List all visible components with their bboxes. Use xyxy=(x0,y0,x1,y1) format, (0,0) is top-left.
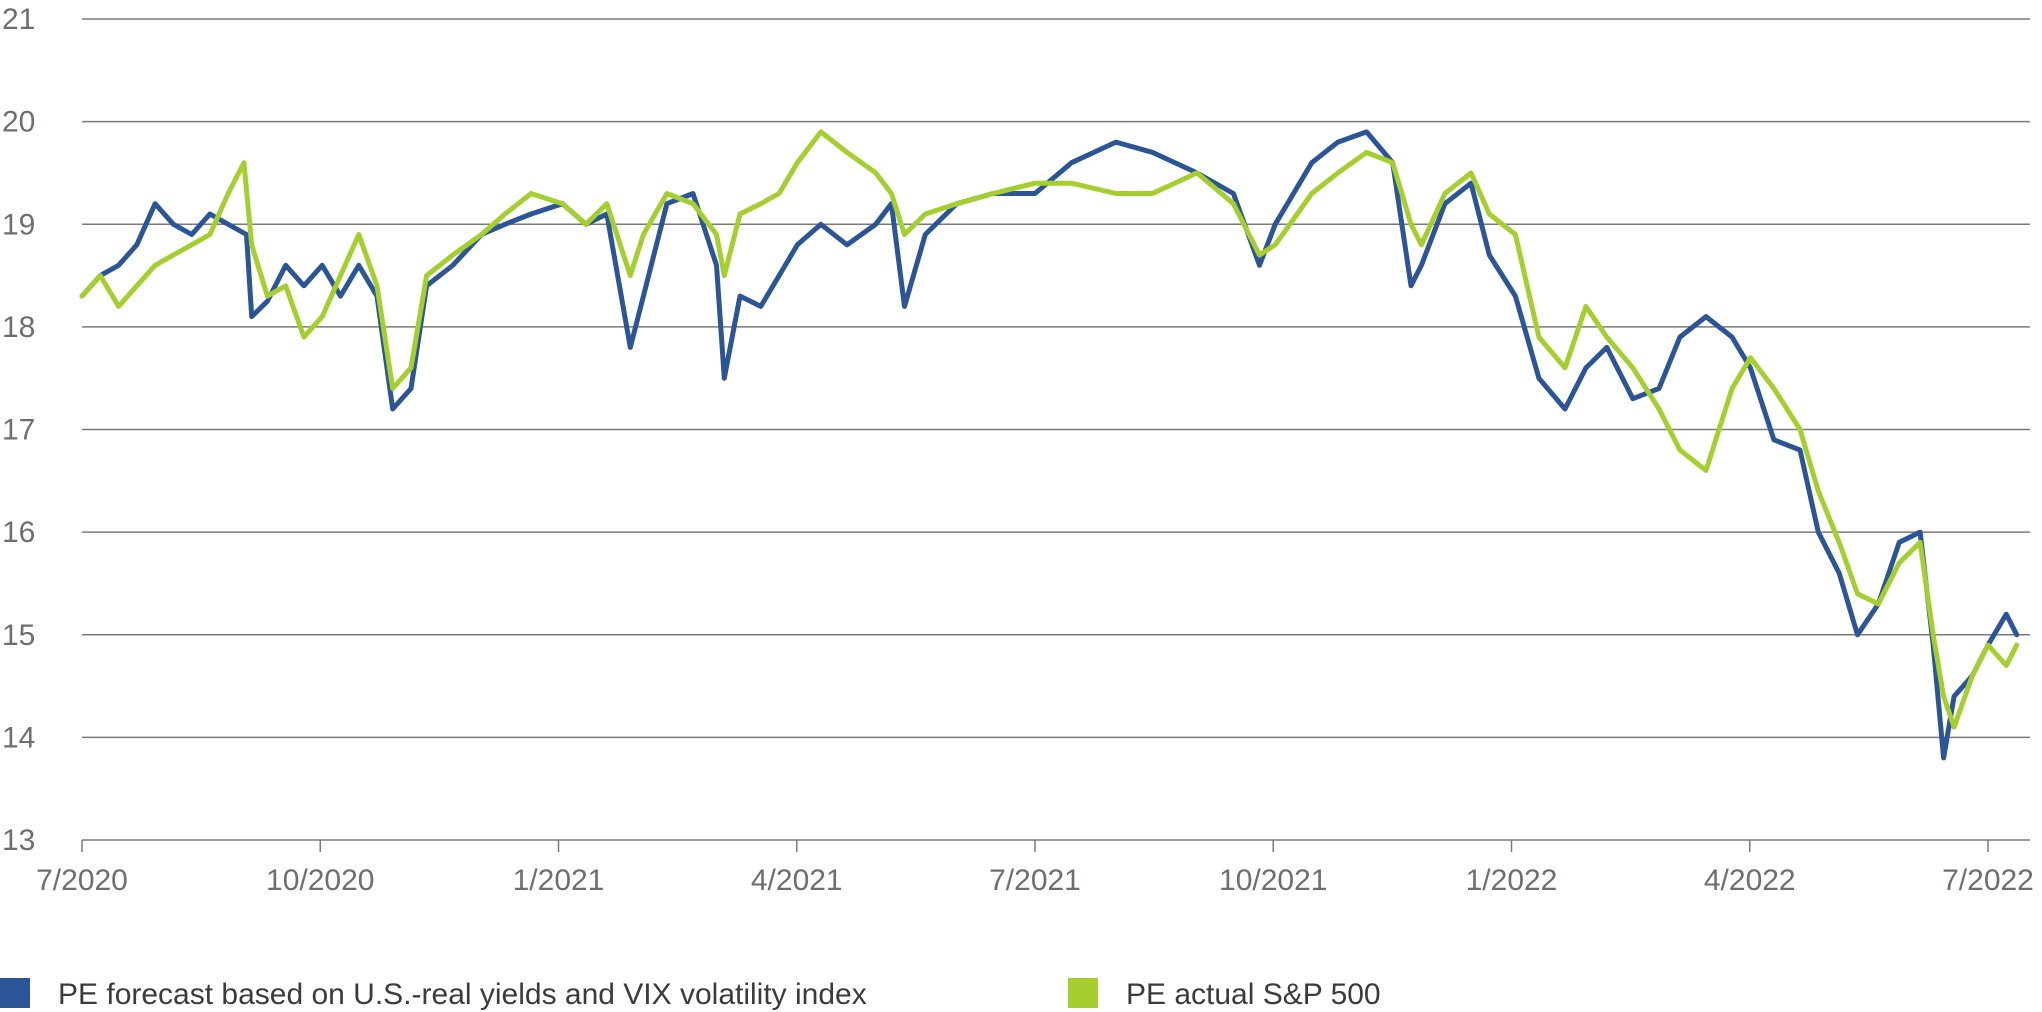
legend: PE forecast based on U.S.-real yields an… xyxy=(0,978,1381,1011)
x-tick-label: 1/2022 xyxy=(1466,864,1558,897)
gridlines xyxy=(82,18,2030,841)
x-tick-label: 7/2020 xyxy=(36,864,128,897)
y-tick-label: 15 xyxy=(2,619,35,652)
x-tick-label: 10/2021 xyxy=(1219,864,1327,897)
x-tick-label: 4/2022 xyxy=(1704,864,1796,897)
y-tick-label: 21 xyxy=(2,3,35,36)
legend-swatch xyxy=(1068,978,1098,1008)
y-tick-label: 17 xyxy=(2,414,35,447)
y-tick-label: 13 xyxy=(2,824,35,857)
y-tick-label: 18 xyxy=(2,311,35,344)
series-line-pe-actual xyxy=(79,129,2020,730)
series-line-pe-forecast xyxy=(79,129,2020,761)
legend-label: PE forecast based on U.S.-real yields an… xyxy=(58,978,867,1011)
y-tick-label: 20 xyxy=(2,106,35,139)
y-tick-label: 19 xyxy=(2,208,35,241)
y-axis: 13 14 15 16 17 18 19 20 21 xyxy=(2,3,35,857)
y-tick-label: 14 xyxy=(2,721,35,754)
series-lines xyxy=(79,129,2020,761)
x-axis: 7/2020 10/2020 1/2021 4/2021 7/2021 10/2021 1/… xyxy=(36,840,2034,897)
legend-swatch xyxy=(0,978,30,1008)
x-tick-label: 7/2022 xyxy=(1942,864,2034,897)
x-tick-label: 7/2021 xyxy=(989,864,1081,897)
x-tick-label: 4/2021 xyxy=(751,864,843,897)
y-tick-label: 16 xyxy=(2,516,35,549)
legend-label: PE actual S&P 500 xyxy=(1126,978,1381,1011)
x-tick-label: 10/2020 xyxy=(266,864,374,897)
x-tick-label: 1/2021 xyxy=(513,864,605,897)
